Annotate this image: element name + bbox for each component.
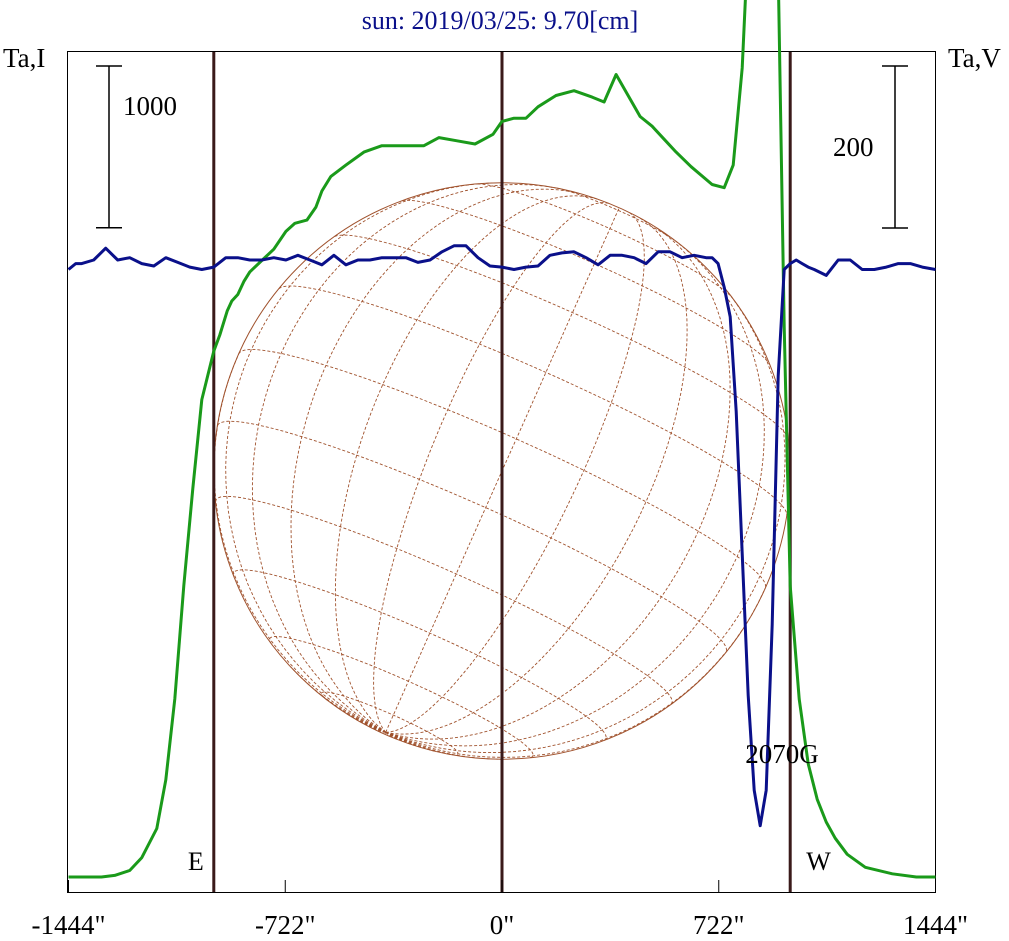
x-tick-label: 1444" xyxy=(903,910,968,940)
latitude-line xyxy=(477,183,733,298)
longitude-line xyxy=(290,188,580,733)
series-line-intensity xyxy=(68,0,936,879)
solar-disk-group xyxy=(213,182,791,760)
latitude-line xyxy=(320,691,459,756)
longitude-line xyxy=(385,285,786,754)
east-limb-label: E xyxy=(188,847,204,876)
left-axis-label: Ta,I xyxy=(3,43,45,73)
chart-title: sun: 2019/03/25: 9.70[cm] xyxy=(362,6,639,35)
longitude-line xyxy=(290,666,386,733)
longitude-line xyxy=(385,731,400,741)
longitude-line xyxy=(225,182,492,733)
latitude-line xyxy=(557,187,676,242)
left-scale-bar-label: 1000 xyxy=(123,91,177,121)
right-axis-label: Ta,V xyxy=(948,43,1001,73)
right-scale-bar-label: 200 xyxy=(833,132,874,162)
vertical-markers xyxy=(212,52,792,892)
longitude-line xyxy=(385,212,645,733)
scale-bars: 1000 200 xyxy=(96,65,908,229)
longitude-line xyxy=(385,207,620,733)
longitude-line xyxy=(385,217,688,735)
latitude-line xyxy=(215,495,673,705)
longitude-line xyxy=(334,195,599,733)
plot-frame xyxy=(67,51,936,893)
series-line-polarization xyxy=(67,244,936,828)
longitude-line xyxy=(251,184,558,733)
longitude-line xyxy=(385,588,766,758)
longitude-line xyxy=(213,353,386,733)
west-limb-label: W xyxy=(806,847,831,876)
latitude-line xyxy=(334,234,789,439)
longitude-line xyxy=(385,227,731,740)
annotation-2070g: 2070G xyxy=(745,739,819,769)
text-labels: sun: 2019/03/25: 9.70[cm] Ta,I Ta,V E W 20… xyxy=(3,6,1001,876)
x-tick-label: 0" xyxy=(490,910,515,940)
series-group xyxy=(67,0,936,879)
longitude-line xyxy=(385,240,765,747)
longitude-line xyxy=(385,731,498,760)
longitude-line xyxy=(385,731,393,738)
longitude-line xyxy=(373,202,609,733)
x-tick-label: 722" xyxy=(693,910,745,940)
latitude-line xyxy=(278,285,788,515)
latitude-line xyxy=(217,420,728,652)
latitude-line xyxy=(232,569,607,741)
x-ticks: -1444" -722" 0" 722" 1444" xyxy=(31,880,968,940)
longitude-line xyxy=(384,732,387,735)
x-tick-label: -1444" xyxy=(31,910,105,940)
x-tick-label: -722" xyxy=(255,910,316,940)
longitude-line xyxy=(339,708,386,733)
